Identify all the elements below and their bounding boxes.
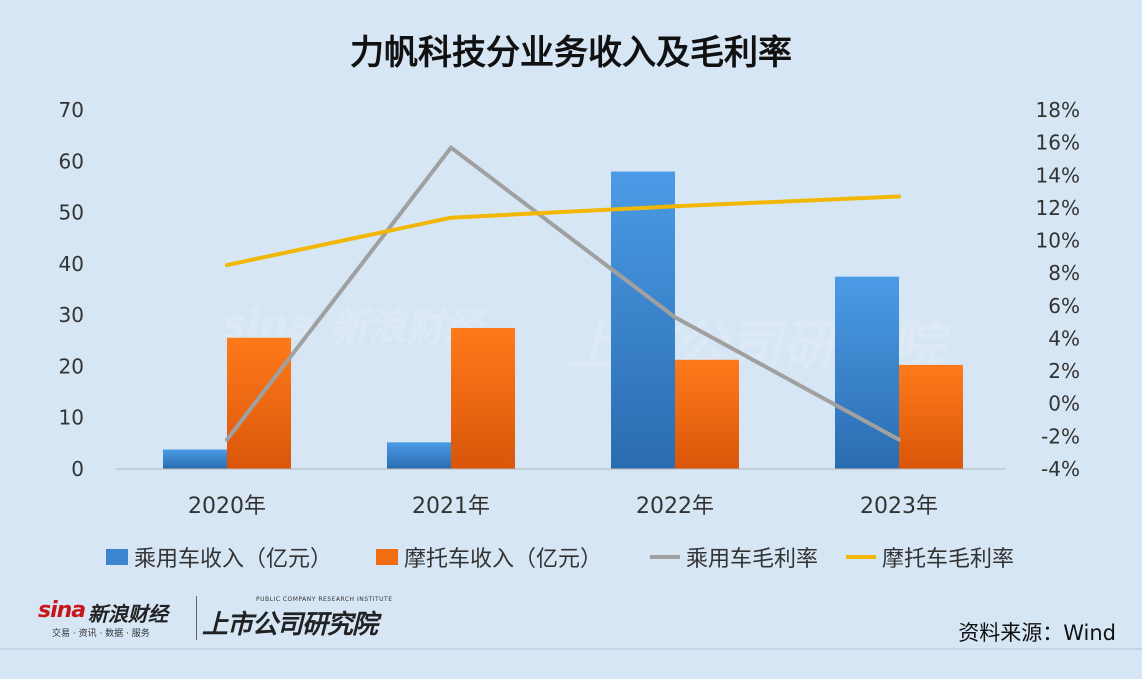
- brand-logo: sina 新浪财经 交易 · 资讯 · 数据 · 服务 PUBLIC COMPA…: [38, 596, 418, 642]
- chart-title: 力帆科技分业务收入及毛利率: [350, 33, 792, 73]
- bar: [227, 337, 291, 469]
- y-tick-label-right: 6%: [1048, 294, 1080, 318]
- y-tick-label-right: -4%: [1041, 457, 1080, 481]
- x-tick-label: 2023年: [860, 494, 938, 519]
- y-tick-label-right: 10%: [1036, 229, 1080, 253]
- y-tick-label-left: 70: [59, 98, 84, 122]
- divider: [0, 648, 1142, 650]
- x-tick-label: 2021年: [412, 494, 490, 519]
- legend-label: 乘用车收入（亿元）: [134, 547, 332, 572]
- y-tick-label-left: 40: [59, 252, 84, 276]
- legend: 乘用车收入（亿元） 摩托车收入（亿元） 乘用车毛利率 摩托车毛利率: [106, 547, 1014, 572]
- brand-name: 新浪财经: [88, 602, 168, 626]
- bar: [387, 442, 451, 469]
- brand-tagline: 交易 · 资讯 · 数据 · 服务: [52, 629, 150, 639]
- y-tick-label-right: 14%: [1036, 163, 1080, 187]
- series-line: [225, 194, 901, 268]
- y-tick-label-left: 60: [59, 149, 84, 173]
- legend-swatch: [106, 549, 128, 565]
- brand-institute-en: PUBLIC COMPANY RESEARCH INSTITUTE: [256, 596, 393, 603]
- y-tick-label-left: 20: [59, 354, 84, 378]
- bar: [611, 171, 675, 470]
- source-note: 资料来源：Wind: [958, 621, 1116, 645]
- y-axis-right: -4% -2% 0% 2% 4% 6% 8% 10% 12% 14% 16% 18%: [1036, 98, 1080, 481]
- y-tick-label-left: 30: [59, 303, 84, 327]
- y-tick-label-left: 0: [71, 457, 84, 481]
- y-axis-left: 0 10 20 30 40 50 60 70: [59, 98, 84, 481]
- bar: [675, 359, 739, 469]
- legend-label: 乘用车毛利率: [686, 547, 818, 572]
- bar: [451, 327, 515, 469]
- x-tick-label: 2022年: [636, 494, 714, 519]
- y-tick-label-left: 50: [59, 201, 84, 225]
- brand-institute: 上市公司研究院: [202, 610, 378, 640]
- y-tick-label-right: 8%: [1048, 261, 1080, 285]
- bar: [899, 364, 963, 469]
- series-line: [225, 145, 901, 442]
- y-tick-label-right: 18%: [1036, 98, 1080, 122]
- legend-swatch: [376, 549, 398, 565]
- bars: [163, 171, 963, 470]
- y-tick-label-right: 4%: [1048, 326, 1080, 350]
- legend-label: 摩托车收入（亿元）: [404, 547, 602, 572]
- y-tick-label-right: 12%: [1036, 196, 1080, 220]
- x-tick-label: 2020年: [188, 494, 266, 519]
- y-tick-label-right: 16%: [1036, 131, 1080, 155]
- legend-label: 摩托车毛利率: [882, 547, 1014, 572]
- y-tick-label-left: 10: [59, 406, 84, 430]
- y-tick-label-right: 0%: [1048, 392, 1080, 416]
- lines: [225, 145, 901, 442]
- brand-sina-logo: sina: [38, 598, 86, 623]
- bar: [163, 449, 227, 469]
- brand-divider: [196, 596, 197, 640]
- x-axis: 2020年 2021年 2022年 2023年: [188, 494, 938, 519]
- y-tick-label-right: -2%: [1041, 424, 1080, 448]
- y-tick-label-right: 2%: [1048, 359, 1080, 383]
- bar: [835, 276, 899, 469]
